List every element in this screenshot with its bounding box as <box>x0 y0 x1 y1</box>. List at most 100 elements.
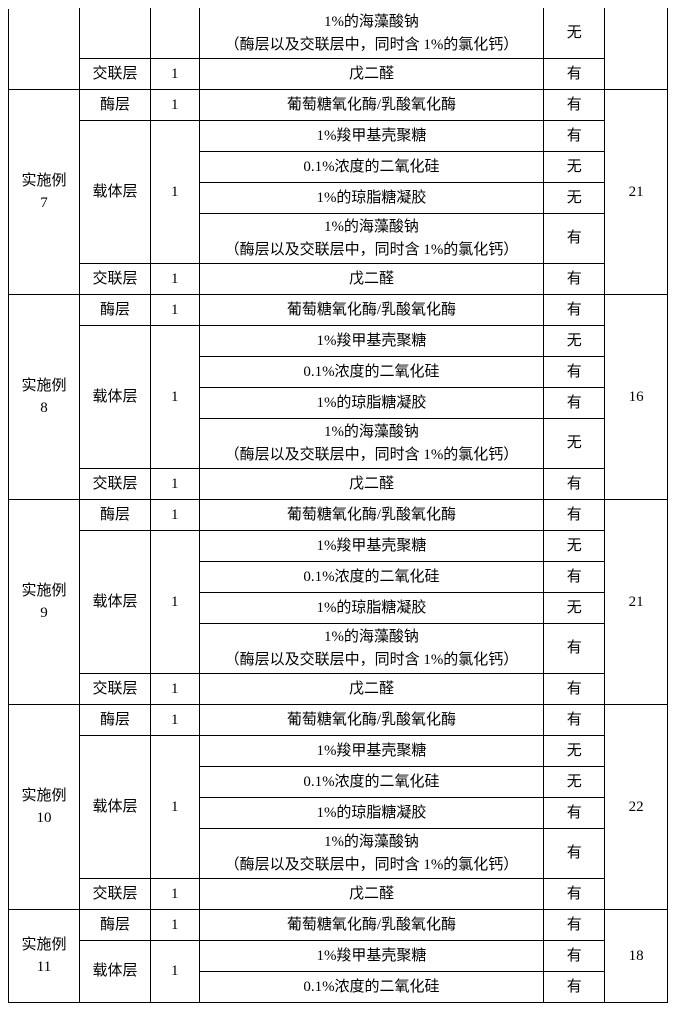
table-row: 交联层1戊二醛有 <box>9 264 668 295</box>
result-cell: 16 <box>605 295 668 500</box>
layer-count: 1 <box>150 469 199 500</box>
table-row: 交联层1戊二醛有 <box>9 469 668 500</box>
layer-name: 酶层 <box>79 500 150 531</box>
flag-cell: 有 <box>544 829 605 879</box>
component-cell: 1%的海藻酸钠（酶层以及交联层中，同时含 1%的氯化钙） <box>199 214 544 264</box>
component-cell: 葡萄糖氧化酶/乳酸氧化酶 <box>199 705 544 736</box>
table-row: 实施例7酶层1葡萄糖氧化酶/乳酸氧化酶有21 <box>9 90 668 121</box>
table-row: 载体层11%羧甲基壳聚糖无 <box>9 326 668 357</box>
component-cell: 1%的琼脂糖凝胶 <box>199 388 544 419</box>
flag-cell: 无 <box>544 419 605 469</box>
table-row: 1%的海藻酸钠（酶层以及交联层中，同时含 1%的氯化钙）无 <box>9 9 668 59</box>
layer-name <box>79 9 150 59</box>
component-cell: 葡萄糖氧化酶/乳酸氧化酶 <box>199 90 544 121</box>
flag-cell: 有 <box>544 910 605 941</box>
table-row: 实施例8酶层1葡萄糖氧化酶/乳酸氧化酶有16 <box>9 295 668 326</box>
example-label: 实施例11 <box>9 910 80 1003</box>
flag-cell: 无 <box>544 326 605 357</box>
table-row: 实施例11酶层1葡萄糖氧化酶/乳酸氧化酶有18 <box>9 910 668 941</box>
flag-cell: 有 <box>544 879 605 910</box>
layer-count: 1 <box>150 326 199 469</box>
flag-cell: 有 <box>544 705 605 736</box>
layer-name: 酶层 <box>79 295 150 326</box>
flag-cell: 有 <box>544 357 605 388</box>
component-cell: 1%的海藻酸钠（酶层以及交联层中，同时含 1%的氯化钙） <box>199 624 544 674</box>
result-cell: 18 <box>605 910 668 1003</box>
component-cell: 戊二醛 <box>199 59 544 90</box>
flag-cell: 有 <box>544 941 605 972</box>
result-cell <box>605 9 668 90</box>
component-cell: 1%羧甲基壳聚糖 <box>199 531 544 562</box>
result-cell: 21 <box>605 500 668 705</box>
flag-cell: 有 <box>544 562 605 593</box>
component-cell: 戊二醛 <box>199 469 544 500</box>
layer-count: 1 <box>150 674 199 705</box>
result-cell: 21 <box>605 90 668 295</box>
layer-count: 1 <box>150 295 199 326</box>
layer-count: 1 <box>150 705 199 736</box>
result-cell: 22 <box>605 705 668 910</box>
table-row: 实施例10酶层1葡萄糖氧化酶/乳酸氧化酶有22 <box>9 705 668 736</box>
table-row: 交联层1戊二醛有 <box>9 879 668 910</box>
example-label: 实施例7 <box>9 90 80 295</box>
flag-cell: 有 <box>544 500 605 531</box>
component-cell: 1%羧甲基壳聚糖 <box>199 326 544 357</box>
component-cell: 1%的海藻酸钠（酶层以及交联层中，同时含 1%的氯化钙） <box>199 9 544 59</box>
flag-cell: 有 <box>544 798 605 829</box>
component-cell: 0.1%浓度的二氧化硅 <box>199 562 544 593</box>
example-label: 实施例8 <box>9 295 80 500</box>
component-cell: 戊二醛 <box>199 879 544 910</box>
flag-cell: 有 <box>544 121 605 152</box>
layer-count: 1 <box>150 531 199 674</box>
component-cell: 1%的海藻酸钠（酶层以及交联层中，同时含 1%的氯化钙） <box>199 419 544 469</box>
layer-count: 1 <box>150 500 199 531</box>
layer-count: 1 <box>150 121 199 264</box>
component-cell: 1%的海藻酸钠（酶层以及交联层中，同时含 1%的氯化钙） <box>199 829 544 879</box>
layer-name: 载体层 <box>79 531 150 674</box>
flag-cell: 有 <box>544 388 605 419</box>
flag-cell: 无 <box>544 736 605 767</box>
layer-count <box>150 9 199 59</box>
layer-name: 载体层 <box>79 326 150 469</box>
layer-name: 载体层 <box>79 121 150 264</box>
examples-table: 1%的海藻酸钠（酶层以及交联层中，同时含 1%的氯化钙）无交联层1戊二醛有实施例… <box>8 8 668 1003</box>
layer-count: 1 <box>150 59 199 90</box>
table-row: 载体层11%羧甲基壳聚糖无 <box>9 736 668 767</box>
layer-count: 1 <box>150 90 199 121</box>
component-cell: 0.1%浓度的二氧化硅 <box>199 972 544 1003</box>
component-cell: 葡萄糖氧化酶/乳酸氧化酶 <box>199 295 544 326</box>
flag-cell: 有 <box>544 674 605 705</box>
component-cell: 0.1%浓度的二氧化硅 <box>199 152 544 183</box>
table-row: 载体层11%羧甲基壳聚糖有 <box>9 941 668 972</box>
component-cell: 1%羧甲基壳聚糖 <box>199 736 544 767</box>
layer-count: 1 <box>150 910 199 941</box>
layer-count: 1 <box>150 736 199 879</box>
component-cell: 0.1%浓度的二氧化硅 <box>199 767 544 798</box>
table-row: 载体层11%羧甲基壳聚糖无 <box>9 531 668 562</box>
component-cell: 1%羧甲基壳聚糖 <box>199 121 544 152</box>
table-row: 载体层11%羧甲基壳聚糖有 <box>9 121 668 152</box>
flag-cell: 无 <box>544 593 605 624</box>
layer-count: 1 <box>150 264 199 295</box>
layer-count: 1 <box>150 879 199 910</box>
example-label <box>9 9 80 90</box>
layer-name: 载体层 <box>79 941 150 1003</box>
flag-cell: 有 <box>544 59 605 90</box>
flag-cell: 无 <box>544 183 605 214</box>
flag-cell: 无 <box>544 531 605 562</box>
component-cell: 葡萄糖氧化酶/乳酸氧化酶 <box>199 910 544 941</box>
layer-name: 酶层 <box>79 705 150 736</box>
example-label: 实施例9 <box>9 500 80 705</box>
component-cell: 戊二醛 <box>199 674 544 705</box>
flag-cell: 有 <box>544 214 605 264</box>
layer-name: 交联层 <box>79 469 150 500</box>
table-row: 交联层1戊二醛有 <box>9 59 668 90</box>
flag-cell: 有 <box>544 624 605 674</box>
flag-cell: 有 <box>544 295 605 326</box>
component-cell: 1%的琼脂糖凝胶 <box>199 798 544 829</box>
component-cell: 0.1%浓度的二氧化硅 <box>199 357 544 388</box>
layer-name: 交联层 <box>79 879 150 910</box>
layer-name: 交联层 <box>79 264 150 295</box>
layer-name: 载体层 <box>79 736 150 879</box>
flag-cell: 无 <box>544 767 605 798</box>
